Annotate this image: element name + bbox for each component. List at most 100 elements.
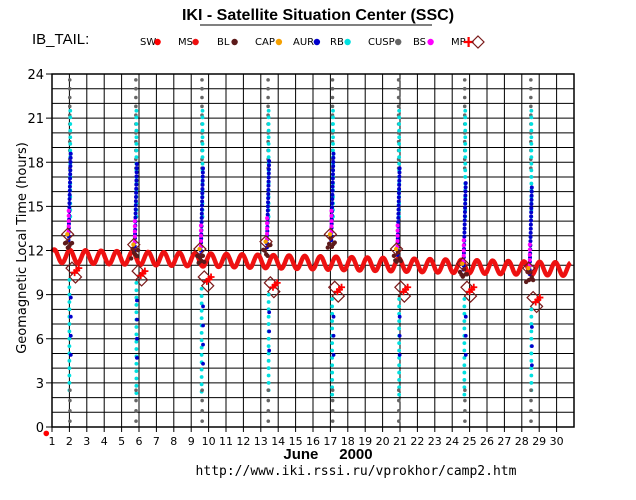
- series-cusp-point: [67, 95, 72, 100]
- series-cusp-point: [330, 398, 335, 403]
- series-aur-point: [199, 215, 204, 220]
- legend-label: CAP: [255, 37, 275, 48]
- series-bs-point: [265, 226, 270, 231]
- series-rb-point: [397, 392, 402, 397]
- series-bs-point: [461, 253, 466, 258]
- series-aur-point: [331, 155, 336, 160]
- legend-label: MP: [451, 37, 466, 48]
- series-aur-point: [201, 323, 205, 328]
- series-cusp-point: [68, 398, 72, 403]
- series-rb-point: [397, 326, 402, 331]
- series-rb-point: [134, 391, 139, 396]
- series-cusp-point: [200, 398, 204, 403]
- series-cusp-point: [134, 104, 138, 109]
- series-rb-point: [67, 358, 72, 363]
- series-rb-point: [529, 128, 534, 133]
- series-bl-point: [64, 240, 69, 245]
- series-aur-point: [135, 355, 139, 360]
- series-rb-point: [134, 141, 139, 146]
- series-rb-point: [397, 363, 402, 368]
- series-rb-point: [134, 369, 139, 374]
- series-rb-point: [67, 322, 72, 326]
- series-cusp-point: [396, 104, 401, 109]
- series-bl-point: [200, 253, 206, 259]
- series-rb-point: [397, 108, 402, 113]
- series-bs-point: [461, 248, 466, 253]
- series-aur-point: [267, 348, 272, 353]
- series-cusp-point: [463, 388, 467, 393]
- series-rb-point: [397, 161, 402, 166]
- series-cusp-point: [529, 78, 533, 82]
- series-rb-point: [134, 280, 139, 285]
- series-rb-point: [266, 141, 271, 146]
- series-rb-point: [134, 347, 139, 351]
- series-bs-point: [198, 238, 203, 243]
- series-cusp-point: [396, 419, 401, 423]
- series-aur-point: [267, 159, 272, 164]
- series-aur-point: [529, 210, 534, 215]
- series-rb-point: [200, 161, 205, 166]
- series-mp-diamond: [529, 299, 544, 314]
- series-rb-point: [68, 148, 73, 153]
- series-bs-point: [461, 243, 466, 248]
- series-rb-point: [199, 294, 204, 298]
- series-bs-point: [265, 231, 270, 236]
- legend-marker-rb: [344, 38, 351, 46]
- x-tick-label: 4: [101, 435, 108, 448]
- legend-marker-bs: [427, 38, 434, 46]
- series-rb-point: [68, 122, 73, 126]
- series-rb-point: [266, 108, 271, 113]
- legend-label: AUR: [293, 37, 314, 48]
- series-bl-point: [202, 259, 207, 265]
- series-aur-point: [133, 215, 138, 220]
- series-rb-point: [266, 292, 271, 297]
- series-cusp-point: [266, 95, 270, 100]
- series-bl-point: [326, 241, 332, 247]
- series-aur-point: [266, 192, 271, 197]
- series-rb-point: [67, 380, 72, 385]
- series-aur-point: [463, 314, 468, 319]
- x-tick-label: 19: [358, 435, 372, 448]
- series-rb-point: [200, 108, 205, 113]
- series-rb-point: [199, 330, 204, 335]
- series-aur-point: [463, 201, 468, 206]
- series-rb-point: [330, 326, 335, 331]
- x-tick-label: 26: [480, 435, 494, 448]
- y-tick-label: 6: [36, 333, 44, 348]
- series-aur-point: [68, 333, 73, 338]
- series-rb-point: [463, 115, 468, 120]
- series-rb-point: [200, 122, 205, 126]
- series-bl-point: [69, 240, 75, 246]
- series-aur-point: [67, 197, 72, 202]
- series-aur-point: [133, 203, 138, 208]
- series-aur-point: [330, 188, 335, 193]
- series-aur-point: [529, 363, 534, 368]
- x-tick-label: 6: [136, 435, 143, 448]
- series-rb-point: [330, 378, 335, 382]
- series-aur-point: [134, 174, 139, 179]
- series-aur-point: [528, 234, 533, 239]
- series-aur-point: [133, 207, 138, 212]
- series-cusp-point: [463, 409, 467, 413]
- series-aur-point: [463, 185, 468, 190]
- series-rb-point: [529, 322, 534, 326]
- series-cusp-point: [462, 104, 467, 109]
- series-aur-point: [265, 212, 270, 217]
- series-cusp-point: [330, 86, 335, 91]
- series-cusp-point: [266, 104, 270, 109]
- series-rb-point: [397, 348, 402, 353]
- series-rb-point: [397, 148, 402, 153]
- series-cusp-point: [200, 95, 204, 100]
- series-rb-point: [529, 329, 534, 334]
- series-aur-point: [266, 183, 271, 188]
- x-tick-label: 17: [323, 435, 337, 448]
- legend-marker-cap: [275, 38, 283, 46]
- series-bs-point: [198, 228, 203, 233]
- x-tick-label: 11: [219, 435, 233, 448]
- series-aur-point: [397, 178, 402, 183]
- series-rb-point: [463, 128, 468, 133]
- series-bs-point: [265, 221, 270, 226]
- series-mp-cross: [536, 294, 544, 302]
- series-rb-point: [529, 148, 534, 153]
- series-rb-point: [331, 122, 335, 126]
